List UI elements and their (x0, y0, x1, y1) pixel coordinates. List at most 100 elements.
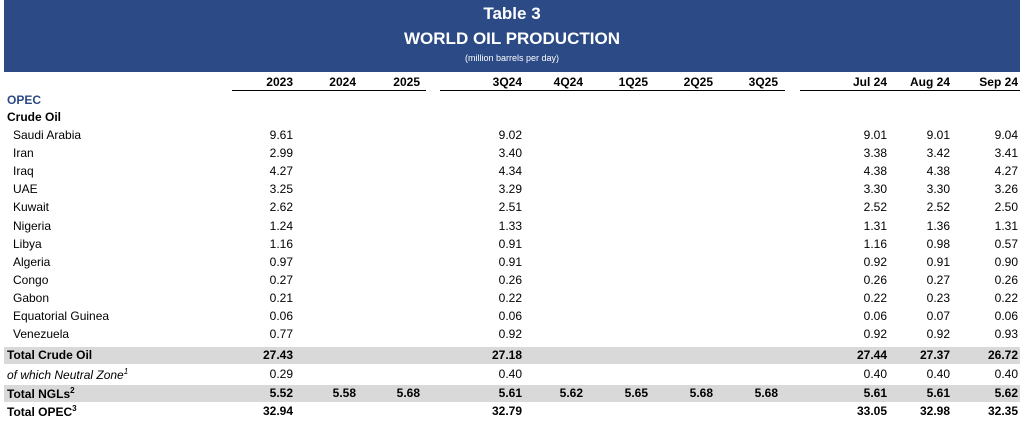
row-band (4, 385, 1020, 402)
cell: 3.29 (498, 182, 522, 197)
table-title: Table 3 (483, 4, 541, 23)
cell: 0.26 (498, 272, 522, 287)
cell: 9.61 (269, 128, 293, 142)
cell: 32.79 (491, 404, 522, 418)
cell: 1.33 (498, 218, 522, 233)
footnote-mark: 2 (70, 386, 75, 395)
cell: 0.23 (926, 290, 950, 305)
row-label: Iraq (13, 164, 34, 179)
section-label: OPEC (7, 93, 42, 107)
row-label: Congo (13, 272, 49, 287)
cell: 0.57 (994, 236, 1018, 251)
cell: 4.38 (863, 164, 887, 179)
cell: 0.06 (863, 309, 887, 323)
cell: 1.24 (269, 218, 293, 233)
cell: 5.61 (926, 386, 950, 400)
cell: 27.18 (491, 348, 522, 362)
cell: 4.27 (994, 164, 1018, 179)
cell: 5.68 (396, 386, 420, 400)
table-subtitle: WORLD OIL PRODUCTION (404, 29, 620, 48)
cell: 0.93 (994, 327, 1018, 342)
cell: 27.44 (856, 348, 887, 362)
cell: 3.30 (926, 182, 950, 197)
cell: 2Q25 (683, 75, 713, 89)
row-label: Saudi Arabia (13, 128, 82, 142)
cell: 2024 (329, 75, 356, 89)
cell: 32.98 (919, 404, 950, 418)
row-label: UAE (13, 182, 38, 197)
total-label-text: Total Crude Oil (7, 348, 93, 362)
cell: 2025 (393, 75, 420, 89)
row-label: Nigeria (13, 218, 52, 233)
total-label: Total OPEC3 (7, 404, 77, 419)
cell: 0.91 (498, 236, 522, 251)
cell: 9.01 (926, 128, 950, 142)
cell: Sep 24 (979, 75, 1018, 89)
row-label: Iran (13, 146, 34, 161)
cell: 0.40 (863, 367, 887, 381)
cell: 0.92 (863, 327, 887, 342)
total-label-text: of which Neutral Zone (7, 368, 124, 382)
rule (232, 90, 426, 91)
row-label: Gabon (13, 290, 50, 305)
cell: 4.27 (269, 164, 293, 179)
cell: 3Q24 (492, 75, 522, 89)
cell: 3.38 (863, 146, 887, 161)
cell: 27.37 (919, 348, 950, 362)
cell: 5.58 (332, 386, 356, 400)
cell: 0.06 (994, 309, 1018, 323)
row-label: Algeria (13, 254, 51, 269)
cell: 2023 (266, 75, 293, 89)
cell: 0.92 (926, 327, 950, 342)
cell: 3.25 (269, 182, 293, 197)
cell: 0.27 (269, 272, 293, 287)
total-label-text: Total OPEC (7, 405, 73, 419)
cell: 4.38 (926, 164, 950, 179)
cell: 4.34 (498, 164, 522, 179)
row-label: Equatorial Guinea (13, 309, 110, 323)
cell: Jul 24 (852, 75, 887, 89)
cell: 1.31 (863, 218, 887, 233)
cell: 0.40 (498, 367, 522, 381)
cell: 0.29 (269, 367, 293, 381)
cell: 3.26 (994, 182, 1018, 197)
cell: 2.99 (269, 146, 293, 161)
cell: 5.61 (863, 386, 887, 400)
cell: 2.52 (926, 200, 950, 215)
cell: 0.90 (994, 254, 1018, 269)
cell: 33.05 (856, 404, 887, 418)
row-label: Kuwait (13, 200, 50, 215)
cell: 0.40 (926, 367, 950, 381)
footnote-mark: 1 (123, 367, 129, 376)
cell: 0.26 (994, 272, 1018, 287)
cell: 5.62 (994, 386, 1018, 400)
total-label: of which Neutral Zone1 (7, 367, 128, 382)
cell: 0.06 (269, 309, 293, 323)
cell: 0.27 (926, 272, 950, 287)
total-label: Total NGLs2 (7, 386, 75, 401)
cell: 0.77 (269, 327, 293, 342)
row-label: Venezuela (13, 327, 70, 342)
cell: 3.30 (863, 182, 887, 197)
cell: 0.22 (994, 290, 1018, 305)
cell: 27.43 (262, 348, 293, 362)
cell: 9.04 (994, 128, 1018, 142)
cell: 0.92 (863, 254, 887, 269)
table-header: Table 3 WORLD OIL PRODUCTION (million ba… (4, 0, 1020, 72)
cell: 3.41 (994, 146, 1018, 161)
cell: 2.50 (994, 200, 1018, 215)
cell: 5.65 (624, 386, 648, 400)
cell: 0.21 (269, 290, 293, 305)
cell: 3.40 (498, 146, 522, 161)
footnote-mark: 3 (72, 404, 77, 413)
cell: 0.26 (863, 272, 887, 287)
cell: 1.31 (994, 218, 1018, 233)
cell: 0.91 (926, 254, 950, 269)
cell: 0.06 (498, 309, 522, 323)
cell: 0.40 (994, 367, 1018, 381)
cell: 0.22 (863, 290, 887, 305)
cell: 26.72 (987, 348, 1018, 362)
cell: 9.02 (498, 128, 522, 142)
cell: 32.94 (262, 404, 293, 418)
